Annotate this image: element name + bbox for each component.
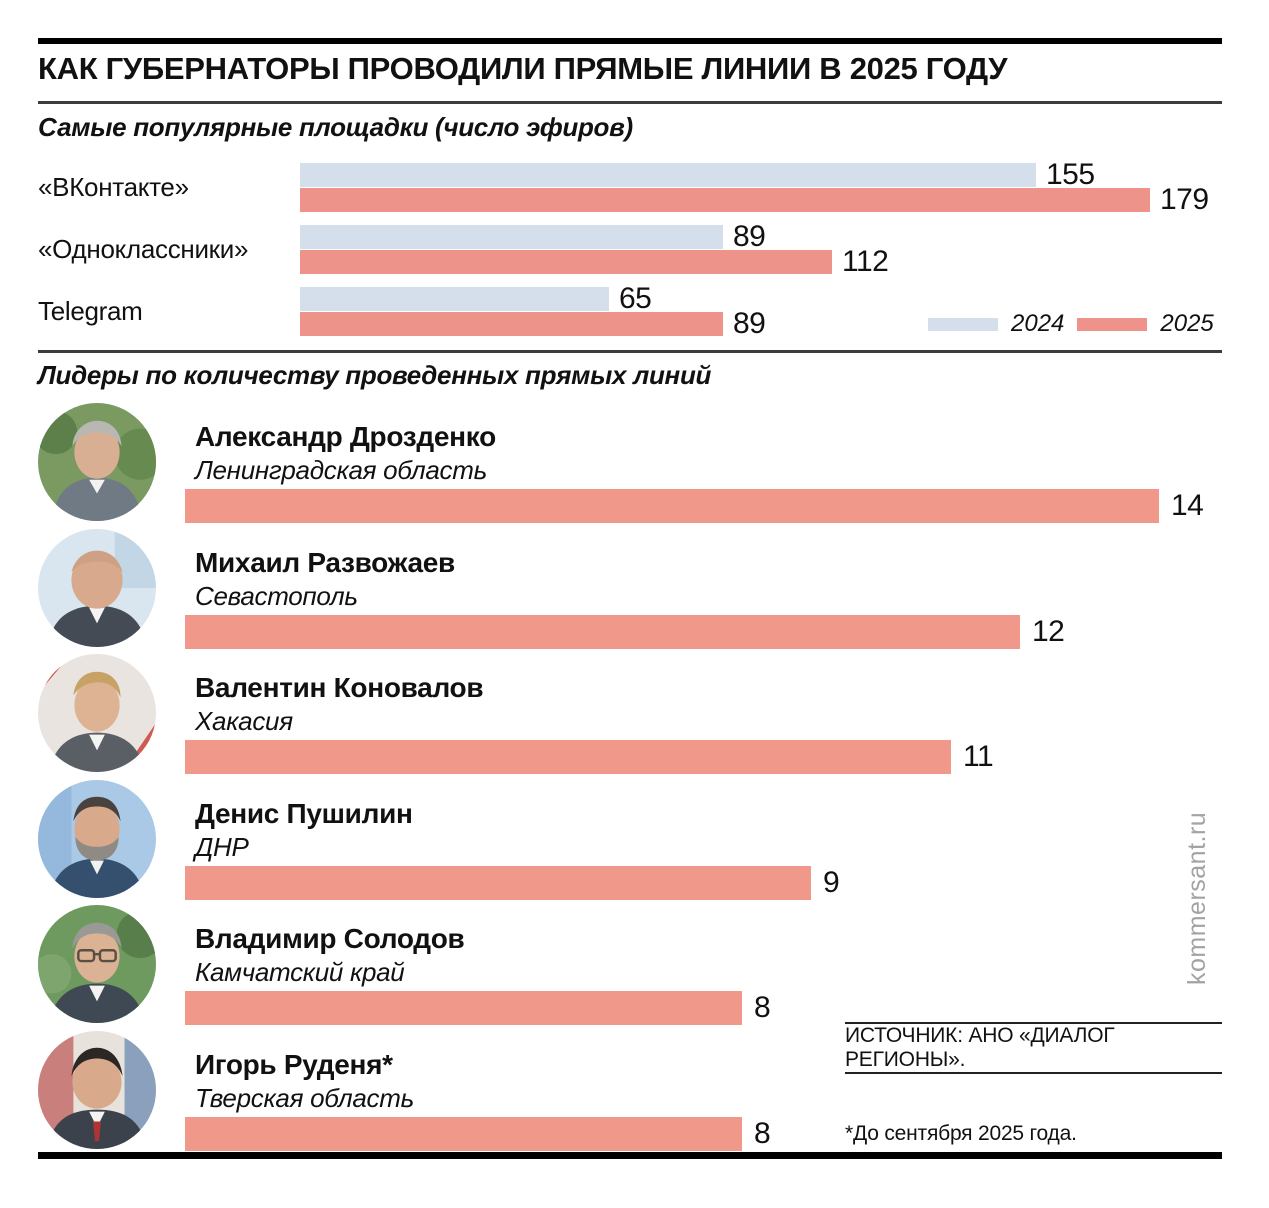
leader-bar: [185, 489, 1159, 523]
footnote: *До сентября 2025 года.: [845, 1122, 1077, 1145]
avatar-drozdenko: [38, 403, 156, 521]
bar-line: 179: [300, 183, 1209, 216]
leader-bar: [185, 740, 951, 774]
avatar-solodov: [38, 905, 156, 1023]
source-block: ИСТОЧНИК: АНО «ДИАЛОГ РЕГИОНЫ».: [845, 1022, 1222, 1074]
bar-line: 155: [300, 158, 1209, 191]
bar-2024: [300, 225, 723, 249]
platform-group-telegram: Telegram 65 89: [38, 282, 1222, 340]
legend-swatch-2025: [1077, 317, 1148, 331]
page-title: КАК ГУБЕРНАТОРЫ ПРОВОДИЛИ ПРЯМЫЕ ЛИНИИ В…: [38, 51, 1008, 86]
avatar-pushilin: [38, 780, 156, 898]
leader-region: Камчатский край: [195, 957, 405, 987]
bar-2025: [300, 312, 723, 336]
platform-label: Telegram: [38, 296, 143, 326]
leader-bar-value: 12: [1032, 615, 1065, 648]
leader-bar-line: 8: [185, 991, 771, 1025]
leader-name: Валентин Коновалов: [195, 672, 484, 703]
leader-row-pushilin: Денис Пушилин ДНР 9: [38, 780, 1222, 906]
leader-name: Игорь Руденя*: [195, 1049, 393, 1080]
leader-row-solodov: Владимир Солодов Камчатский край 8: [38, 905, 1222, 1031]
leader-row-razvozhaev: Михаил Развожаев Севастополь 12: [38, 529, 1222, 655]
leader-name: Александр Дрозденко: [195, 421, 496, 452]
bar-value: 65: [619, 282, 652, 315]
bar-value: 89: [733, 220, 766, 253]
leader-bar-line: 11: [185, 740, 994, 774]
leader-region: Севастополь: [195, 581, 358, 611]
platform-group-vkontakte: «ВКонтакте» 155 179: [38, 158, 1222, 216]
leader-row-konovalov: Валентин Коновалов Хакасия 11: [38, 654, 1222, 780]
leader-region: Ленинградская область: [195, 455, 487, 485]
bar-value: 112: [842, 245, 889, 278]
avatar-konovalov: [38, 654, 156, 772]
leader-region: Хакасия: [195, 706, 293, 736]
leader-bar-value: 14: [1171, 489, 1204, 522]
bar-line: 89: [300, 220, 888, 253]
leader-bar-value: 9: [823, 866, 840, 899]
leader-name: Михаил Развожаев: [195, 547, 455, 578]
platform-group-odnoklassniki: «Одноклассники» 89 112: [38, 220, 1222, 278]
leader-name: Денис Пушилин: [195, 798, 413, 829]
bar-line: 112: [300, 245, 889, 278]
bar-2025: [300, 250, 832, 274]
bar-2024: [300, 163, 1036, 187]
legend-swatch-2024: [928, 317, 998, 331]
leader-row-drozdenko: Александр Дрозденко Ленинградская област…: [38, 403, 1222, 529]
legend-label-2024: 2024: [1011, 310, 1065, 337]
leader-bar-line: 12: [185, 615, 1065, 649]
leader-bar-value: 8: [754, 1117, 771, 1150]
source-text: ИСТОЧНИК: АНО «ДИАЛОГ РЕГИОНЫ».: [845, 1024, 1115, 1071]
bar-2024: [300, 287, 609, 311]
leader-row-rudenya: Игорь Руденя* Тверская область 8: [38, 1031, 1222, 1157]
leader-bar: [185, 1117, 742, 1151]
leader-bar-value: 8: [754, 991, 771, 1024]
platforms-chart-title: Самые популярные площадки (число эфиров): [38, 112, 633, 142]
leader-bar-line: 8: [185, 1117, 771, 1151]
leader-bar-line: 9: [185, 866, 840, 900]
avatar-razvozhaev: [38, 529, 156, 647]
bar-2025: [300, 188, 1150, 212]
avatar-rudenya: [38, 1031, 156, 1149]
bar-value: 155: [1046, 158, 1095, 191]
bar-line: 65: [300, 282, 765, 315]
leader-bar-line: 14: [185, 489, 1204, 523]
section-rule: [38, 350, 1222, 353]
legend-label-2025: 2025: [1160, 310, 1214, 337]
leader-bar: [185, 866, 811, 900]
leader-bar-value: 11: [963, 740, 994, 773]
title-rule: [38, 101, 1222, 104]
leader-bar: [185, 615, 1020, 649]
top-rule: [38, 38, 1222, 44]
watermark-kommersant: kommersant.ru: [1183, 811, 1211, 985]
leader-bar: [185, 991, 742, 1025]
leader-name: Владимир Солодов: [195, 923, 465, 954]
leader-region: ДНР: [195, 832, 249, 862]
leaders-chart-title: Лидеры по количеству проведенных прямых …: [38, 360, 712, 390]
chart-legend: 2024 2025: [928, 310, 1214, 338]
bar-value: 89: [733, 307, 766, 340]
bar-value: 179: [1160, 183, 1209, 216]
platform-label: «ВКонтакте»: [38, 172, 189, 202]
bar-line: 89: [300, 307, 766, 340]
bottom-rule: [38, 1152, 1222, 1159]
platform-label: «Одноклассники»: [38, 234, 249, 264]
leader-region: Тверская область: [195, 1083, 414, 1113]
